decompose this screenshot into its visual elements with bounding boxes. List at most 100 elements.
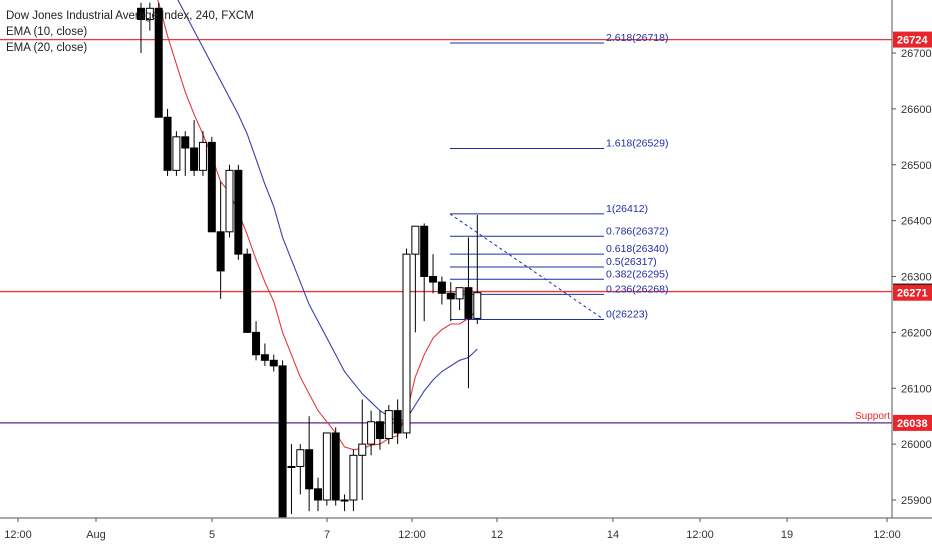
- candle-body: [207, 141, 216, 233]
- candle-body: [260, 354, 269, 361]
- candle-body: [154, 7, 163, 118]
- candle: [243, 248, 252, 333]
- price-axis: 25900 26000 26100 26200 26300 26400 26500 26600…: [891, 0, 932, 518]
- fib-trend-line[interactable]: [449, 213, 605, 320]
- fib-level-label: 2.618(26718): [606, 32, 668, 44]
- candle: [207, 136, 216, 233]
- candle-body: [473, 292, 482, 319]
- badge-26724: [893, 31, 932, 48]
- candle: [260, 343, 269, 366]
- candle-body: [420, 225, 429, 277]
- candle: [375, 410, 384, 450]
- time-tick-label: 14: [607, 529, 619, 541]
- horizontal-lines: Support: [0, 38, 892, 424]
- time-tick-label: 12: [491, 529, 503, 541]
- candle-body: [216, 231, 225, 272]
- fib-level-label: 0(26223): [606, 309, 648, 321]
- candle-body: [252, 331, 261, 356]
- candle: [154, 2, 163, 118]
- price-tick-label: 26500: [901, 160, 932, 172]
- candle: [437, 276, 446, 305]
- price-tick-label: 26300: [901, 272, 932, 284]
- candle: [269, 354, 278, 372]
- fib-level-label: 1.618(26529): [606, 138, 668, 150]
- candle: [163, 108, 172, 176]
- time-tick-label: Aug: [86, 529, 106, 541]
- price-tick-label: 26700: [901, 48, 932, 60]
- candle: [340, 494, 349, 512]
- badge-26038-text: 26038: [897, 418, 928, 430]
- candle: [402, 248, 411, 439]
- candle-body: [393, 410, 402, 434]
- candle: [429, 254, 438, 294]
- badge-current-price-text: 26271: [897, 288, 928, 300]
- chart-title: Dow Jones Industrial Average Index, 240,…: [6, 10, 254, 22]
- candle-body: [190, 147, 199, 171]
- candle-body: [163, 116, 172, 171]
- candle-body: [145, 7, 154, 20]
- candle: [446, 282, 455, 322]
- candle-body: [181, 136, 190, 149]
- candle: [464, 237, 473, 389]
- candle-body: [375, 421, 384, 440]
- price-tick-label: 26000: [901, 439, 932, 451]
- time-tick-label: 5: [209, 529, 215, 541]
- candle-body: [340, 499, 349, 502]
- price-tick-label: 25900: [901, 495, 932, 507]
- candle: [137, 2, 145, 53]
- candle: [367, 410, 376, 456]
- candle: [420, 223, 429, 322]
- candle: [181, 131, 190, 176]
- candle: [278, 360, 287, 518]
- candle-body: [269, 359, 278, 367]
- candle: [384, 405, 393, 445]
- candle: [198, 131, 207, 176]
- time-tick-label: 12:00: [873, 529, 901, 541]
- candle-body: [429, 276, 438, 283]
- candle-body: [278, 365, 287, 518]
- candle: [172, 131, 181, 176]
- candle-body: [322, 432, 331, 501]
- candle: [455, 287, 464, 311]
- candle-body: [296, 449, 305, 467]
- candle-body: [349, 454, 358, 501]
- candle: [411, 225, 420, 333]
- fib-level-label: 0.618(26340): [606, 243, 668, 255]
- candle: [314, 477, 322, 512]
- price-tick-label: 26100: [901, 383, 932, 395]
- ema10-line: [157, 0, 478, 451]
- candles: [137, 2, 482, 518]
- ema-lines: [157, 0, 478, 451]
- candle: [287, 444, 296, 514]
- candle: [322, 432, 331, 506]
- candle-body: [358, 443, 367, 456]
- candle: [473, 215, 482, 324]
- candle-body: [137, 7, 145, 20]
- candle: [349, 449, 358, 512]
- support-label: Support: [855, 411, 890, 422]
- price-tick-label: 26200: [901, 327, 932, 339]
- candle: [216, 181, 225, 299]
- candle: [190, 120, 199, 176]
- badge-26038: [893, 414, 932, 431]
- ema20-line: [177, 0, 478, 423]
- candle-body: [331, 432, 340, 501]
- ema20-label: EMA (20, close): [6, 42, 88, 54]
- time-tick-label: 12:00: [398, 529, 426, 541]
- candle-body: [402, 253, 411, 434]
- fib-level-label: 0.786(26372): [606, 225, 668, 237]
- candle-body: [225, 169, 234, 233]
- fib-level-label: 1(26412): [606, 203, 648, 215]
- candle-body: [367, 421, 376, 445]
- ema10-label: EMA (10, close): [6, 26, 88, 38]
- candle-body: [384, 410, 393, 440]
- time-tick-label: 7: [324, 529, 330, 541]
- fib-level-label: 0.236(26268): [606, 283, 668, 295]
- candle-body: [198, 141, 207, 171]
- price-badges: 26724262732627126038: [893, 31, 932, 431]
- chart-legend: Dow Jones Industrial Average Index, 240,…: [6, 8, 254, 56]
- badge-26724-text: 26724: [897, 35, 928, 47]
- candle: [145, 2, 154, 31]
- candle-body: [287, 465, 296, 468]
